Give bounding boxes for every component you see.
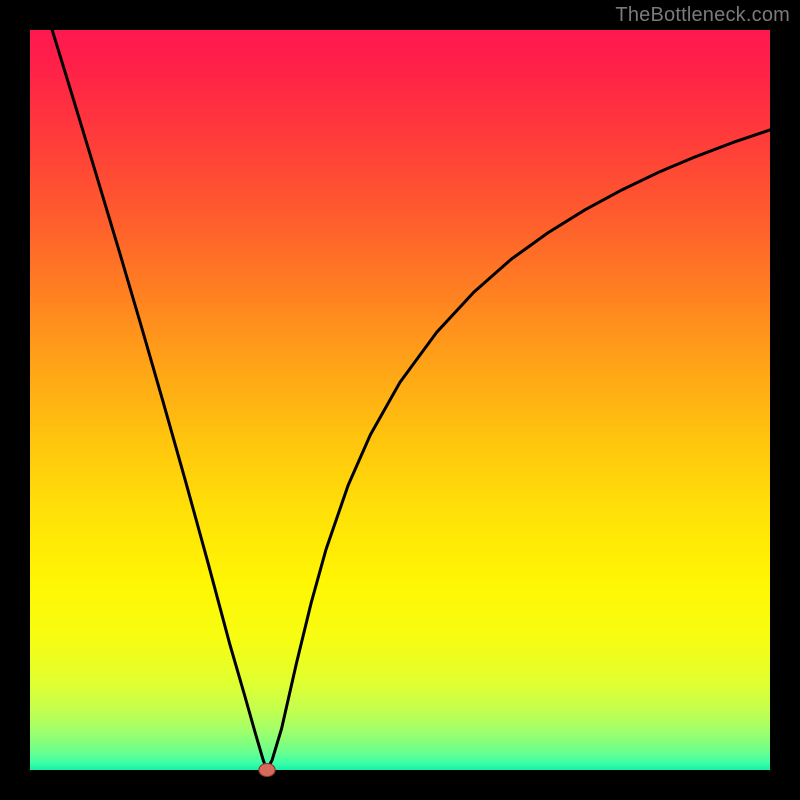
frame-right	[770, 0, 800, 800]
optimal-point-marker	[258, 763, 276, 777]
watermark-text: TheBottleneck.com	[615, 4, 790, 27]
frame-left	[0, 0, 30, 800]
plot-area	[30, 30, 770, 770]
gradient-background	[30, 30, 770, 770]
frame-bottom	[0, 770, 800, 800]
